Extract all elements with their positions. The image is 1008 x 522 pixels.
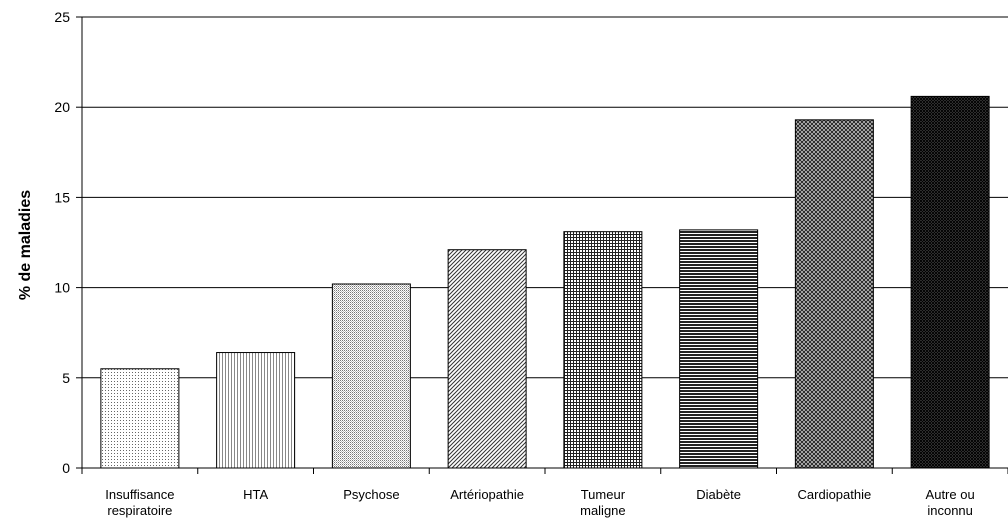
bar [447, 249, 527, 469]
bar [679, 229, 759, 469]
category-label: HTA [243, 487, 268, 502]
bar [100, 368, 180, 469]
bar [331, 283, 411, 469]
category-label: Psychose [343, 487, 399, 502]
bar [910, 95, 990, 469]
category-label: Cardiopathie [798, 487, 872, 502]
y-tick-label: 15 [54, 189, 70, 205]
y-tick-label: 20 [54, 99, 70, 115]
category-label: Tumeur maligne [580, 487, 626, 518]
category-label: Autre ou inconnu [926, 487, 975, 518]
bars [100, 95, 990, 469]
bar [216, 352, 296, 469]
y-axis-label: % de maladies [17, 190, 34, 300]
y-tick-label: 10 [54, 280, 70, 296]
y-tick-label: 25 [54, 9, 70, 25]
y-tick-label: 0 [62, 460, 70, 476]
category-labels: Insuffisance respiratoire HTA Psychose Artér… [105, 487, 974, 518]
y-tick-labels: 0 5 10 15 20 25 [54, 9, 70, 476]
category-label: Diabète [696, 487, 741, 502]
bar [563, 231, 643, 469]
bar [794, 119, 874, 469]
y-tick-label: 5 [62, 370, 70, 386]
axes [76, 16, 1008, 474]
category-label: Insuffisance respiratoire [105, 487, 174, 518]
category-label: Artériopathie [450, 487, 524, 502]
